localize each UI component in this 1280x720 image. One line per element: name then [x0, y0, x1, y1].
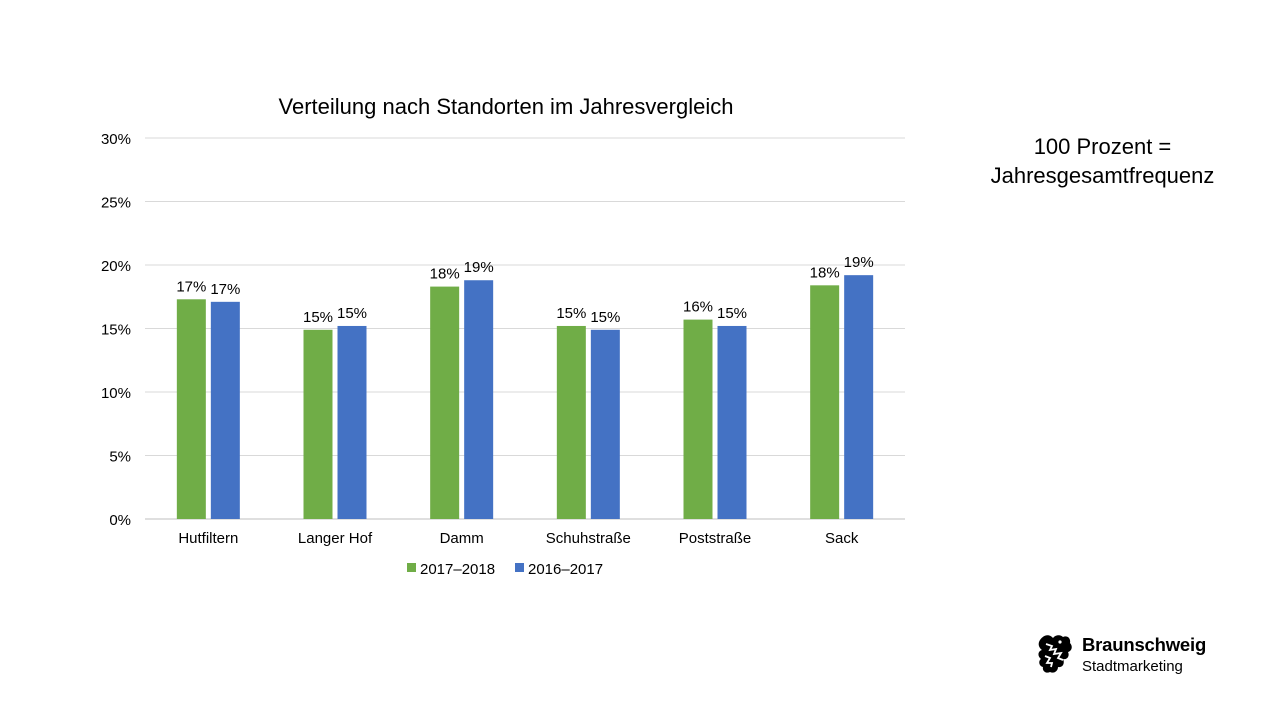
bar: [464, 280, 494, 519]
chart-title: Verteilung nach Standorten im Jahresverg…: [279, 94, 734, 119]
legend-swatch: [515, 563, 524, 572]
bar: [844, 275, 874, 519]
bar-value-label: 15%: [303, 309, 333, 326]
logo-title: Braunschweig: [1082, 634, 1207, 655]
bar-value-label: 15%: [590, 309, 620, 326]
legend-label: 2016–2017: [528, 561, 603, 578]
note-line-1: 100 Prozent =: [1033, 134, 1172, 159]
bar: [683, 319, 713, 519]
legend: 2017–2018 2016–2017: [407, 561, 603, 578]
frequency-note: 100 Prozent = Jahresgesamtfrequenz: [960, 132, 1245, 190]
y-tick-label: 20%: [101, 258, 131, 275]
y-tick-label: 10%: [101, 385, 131, 402]
bars: [176, 275, 874, 519]
bar: [717, 325, 747, 519]
bar-value-label: 18%: [430, 266, 460, 283]
bar-data-labels: 17% 17%15% 15%18% 19%15% 15%16% 15%18%19%: [176, 254, 873, 326]
y-tick-label: 5%: [109, 449, 131, 466]
bar: [303, 329, 333, 519]
bar-value-label: 15%: [556, 305, 586, 322]
x-tick-label: Schuhstraße: [546, 530, 631, 547]
bar-value-label: 17%: [176, 278, 206, 295]
bar-value-label: 16%: [683, 299, 713, 316]
bar-value-label: 18%: [810, 264, 840, 281]
x-tick-label: Langer Hof: [298, 530, 373, 547]
legend-swatch: [407, 563, 416, 572]
bar-value-label: 15%: [337, 305, 367, 322]
x-tick-label: Poststraße: [679, 530, 752, 547]
lion-icon: [1038, 635, 1072, 673]
bar: [430, 286, 460, 519]
y-tick-label: 0%: [109, 512, 131, 529]
legend-label: 2017–2018: [420, 561, 495, 578]
bar-value-label: 19%: [464, 259, 494, 276]
bar: [556, 325, 586, 519]
y-tick-label: 30%: [101, 131, 131, 148]
x-axis-ticks: Hutfiltern Langer Hof Damm Schuhstraße Posts…: [178, 530, 859, 547]
gridlines: [145, 137, 905, 520]
x-tick-label: Hutfiltern: [178, 530, 238, 547]
bar: [337, 325, 367, 519]
braunschweig-logo: Braunschweig Stadtmarketing: [1036, 630, 1236, 680]
y-axis-ticks: 0% 5% 10% 15% 20% 25% 30%: [101, 131, 131, 529]
bar-value-label: 17%: [210, 281, 240, 298]
bar-value-label: 15%: [717, 305, 747, 322]
bar: [590, 329, 620, 519]
bar-value-label: 19%: [844, 254, 874, 271]
y-tick-label: 15%: [101, 322, 131, 339]
y-tick-label: 25%: [101, 195, 131, 212]
bar: [810, 285, 840, 519]
x-tick-label: Sack: [825, 530, 859, 547]
x-tick-label: Damm: [440, 530, 484, 547]
bar: [210, 301, 240, 519]
bar: [176, 299, 206, 519]
note-line-2: Jahresgesamtfrequenz: [990, 163, 1215, 188]
bar-chart: Verteilung nach Standorten im Jahresverg…: [101, 94, 905, 578]
logo-subtitle: Stadtmarketing: [1082, 658, 1183, 675]
